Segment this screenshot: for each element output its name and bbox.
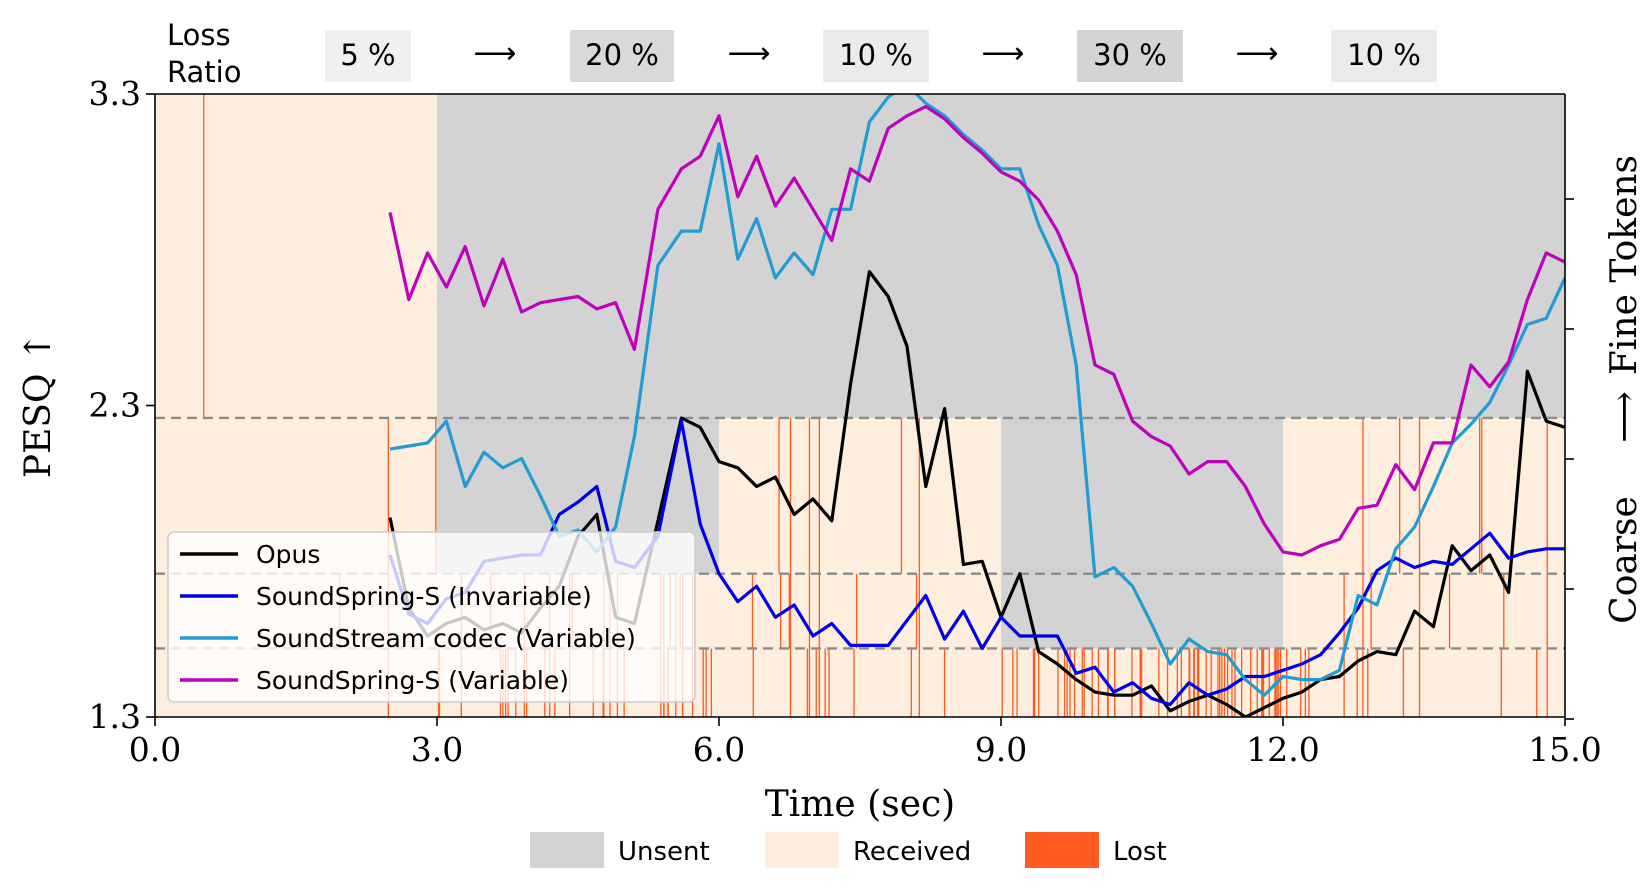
y-axis-label: PESQ ↑ <box>18 332 59 478</box>
legend-label-3: SoundSpring-S (Variable) <box>256 666 569 695</box>
loss-ratio-label-line2: Ratio <box>167 55 241 89</box>
loss-ratio-arrow-2: ⟶ <box>981 36 1024 71</box>
y-tick-label-0: 1.3 <box>89 697 141 736</box>
loss-ratio-value-1: 20 % <box>585 38 659 72</box>
unsent-region-2 <box>719 94 1001 418</box>
x-tick-label-5: 15.0 <box>1528 730 1601 769</box>
loss-ratio-value-2: 10 % <box>839 38 913 72</box>
background-segments <box>437 94 1565 649</box>
loss-ratio-box-3 <box>1077 30 1183 82</box>
x-tick-label-2: 6.0 <box>693 730 745 769</box>
y-tick-label-2: 3.3 <box>89 74 141 113</box>
loss-ratio-value-4: 10 % <box>1347 38 1421 72</box>
loss-ratio-box-2 <box>823 30 929 82</box>
right-label-arrow: ⟶ <box>1604 391 1645 443</box>
y-ticks: 1.3 2.3 3.3 <box>89 74 155 736</box>
bg-legend-swatch-0 <box>530 832 604 868</box>
series-line-3 <box>388 104 1565 557</box>
loss-ratio-arrow-0: ⟶ <box>473 36 516 71</box>
series-legend-box <box>167 531 696 703</box>
loss-ratio-value-0: 5 % <box>340 38 395 72</box>
background-legend: Unsent Received Lost <box>530 832 1167 868</box>
loss-ratio-arrow-3: ⟶ <box>1235 36 1278 71</box>
token-level-boundaries <box>155 416 1565 650</box>
x-axis-label: Time (sec) <box>765 784 955 825</box>
bg-legend-swatch-1 <box>765 832 839 868</box>
series-line-0 <box>388 270 1565 717</box>
legend-label-1: SoundSpring-S (Invariable) <box>256 582 592 611</box>
right-label-fine-tokens: Fine Tokens <box>1604 155 1645 375</box>
loss-ratio-value-3: 30 % <box>1093 38 1167 72</box>
unsent-region-4 <box>1283 94 1565 418</box>
unsent-region-1 <box>437 94 719 574</box>
loss-ratio-box-1 <box>570 30 674 82</box>
x-tick-label-1: 3.0 <box>411 730 463 769</box>
series-line-1 <box>388 419 1565 707</box>
x-ticks: 0.0 3.0 6.0 9.0 12.0 15.0 <box>129 717 1602 769</box>
x-tick-label-3: 9.0 <box>975 730 1027 769</box>
legend-label-2: SoundStream codec (Variable) <box>256 624 636 653</box>
loss-ratio-arrow-1: ⟶ <box>727 36 770 71</box>
y-tick-label-1: 2.3 <box>89 386 141 425</box>
series-legend: Opus SoundSpring-S (Invariable) SoundStrea… <box>167 531 696 703</box>
right-label-coarse: Coarse <box>1604 496 1645 624</box>
loss-ratio-box-0 <box>325 30 411 82</box>
bg-legend-label-0: Unsent <box>618 837 710 867</box>
loss-ratio-label-line1: Loss <box>167 18 231 52</box>
right-axis-label: Coarse ⟶ Fine Tokens <box>1604 155 1645 624</box>
loss-ratio-header: Loss Ratio 5 % ⟶ 20 % ⟶ 10 % ⟶ 30 % ⟶ 10 % <box>167 18 1437 89</box>
x-tick-label-4: 12.0 <box>1246 730 1319 769</box>
unsent-region-3 <box>1001 94 1283 649</box>
bg-legend-label-2: Lost <box>1113 837 1167 867</box>
bg-legend-swatch-2 <box>1025 832 1099 868</box>
loss-ratio-box-4 <box>1331 30 1437 82</box>
bg-legend-label-1: Received <box>853 837 971 867</box>
x-tick-label-0: 0.0 <box>129 730 181 769</box>
right-ticks <box>1565 198 1574 720</box>
legend-label-0: Opus <box>256 540 320 569</box>
